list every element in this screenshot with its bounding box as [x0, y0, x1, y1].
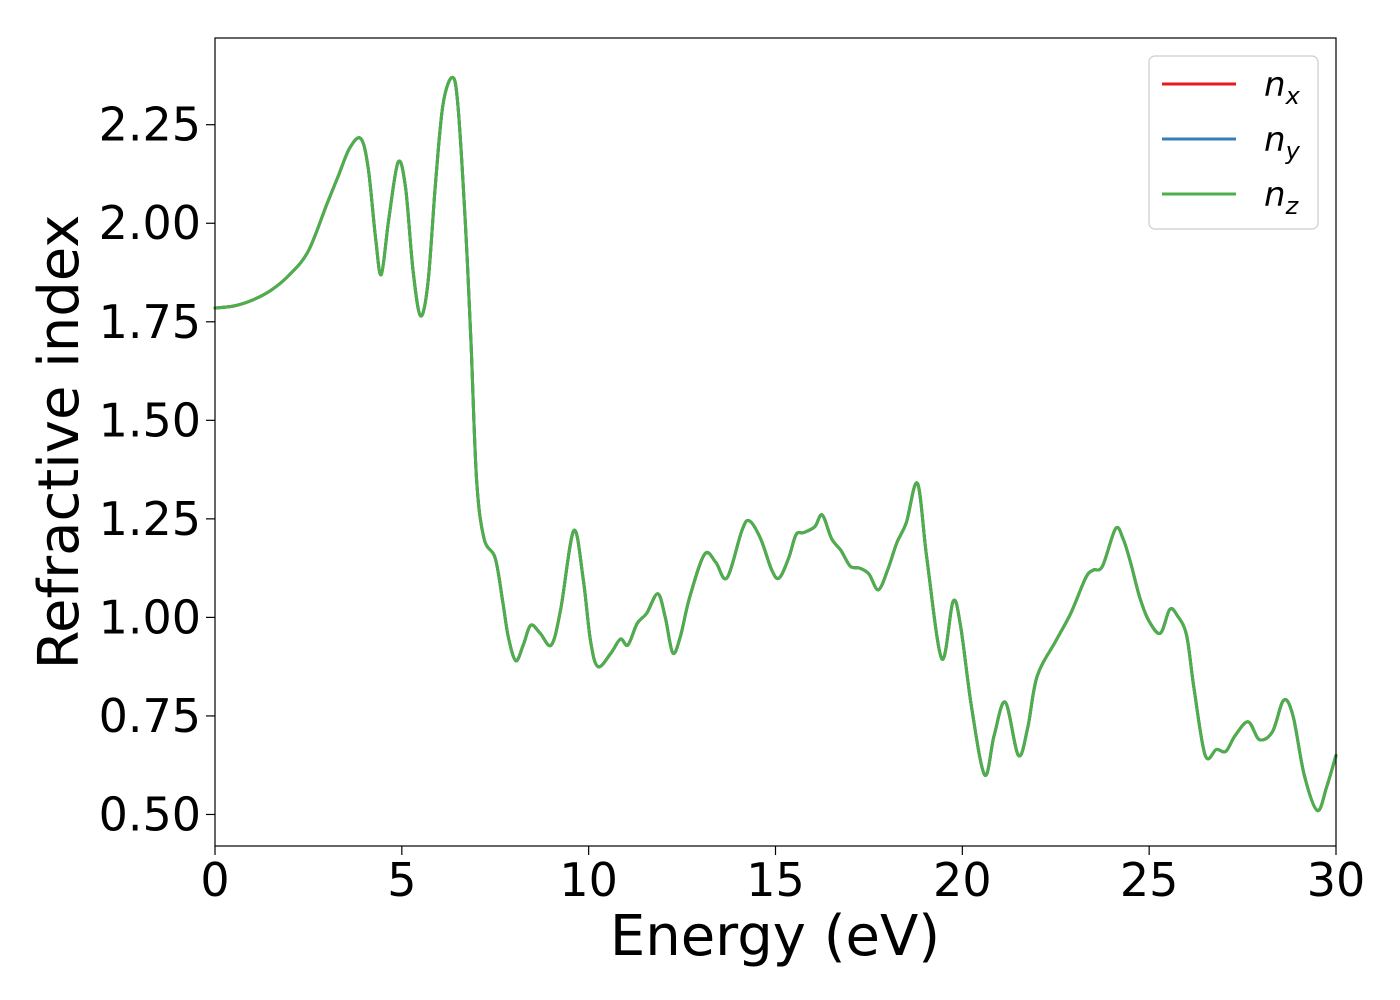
legend-label-n-z: nz	[1264, 175, 1300, 220]
y-tick-label: 1.50	[99, 393, 201, 447]
y-tick-label: 2.25	[99, 98, 201, 152]
y-axis-label: Refractive index	[27, 215, 92, 670]
y-axis-ticks: 0.50 0.75 1.00 1.25 1.50 1.75 2.00 2.25	[99, 98, 215, 841]
legend-label-n-y: ny	[1264, 120, 1301, 165]
x-tick-label: 25	[1120, 853, 1179, 907]
x-tick-label: 0	[200, 853, 229, 907]
y-tick-label: 0.75	[99, 689, 201, 743]
x-tick-label: 10	[559, 853, 618, 907]
y-tick-label: 1.00	[99, 590, 201, 644]
x-tick-label: 30	[1307, 853, 1366, 907]
y-tick-label: 1.25	[99, 492, 201, 546]
y-tick-label: 1.75	[99, 295, 201, 349]
x-axis-label: Energy (eV)	[610, 904, 940, 969]
x-tick-label: 15	[746, 853, 805, 907]
x-axis-ticks: 0 5 10 15 20 25 30	[200, 846, 1365, 907]
y-tick-label: 0.50	[99, 787, 201, 841]
legend-label-n-x: nx	[1264, 65, 1301, 110]
legend: nx ny nz	[1148, 55, 1319, 230]
legend-box	[1148, 55, 1319, 230]
series-line-n-z	[213, 75, 1338, 813]
x-tick-label: 20	[933, 853, 992, 907]
series-layer	[213, 75, 1338, 813]
x-tick-label: 5	[387, 853, 416, 907]
y-tick-label: 2.00	[99, 196, 201, 250]
